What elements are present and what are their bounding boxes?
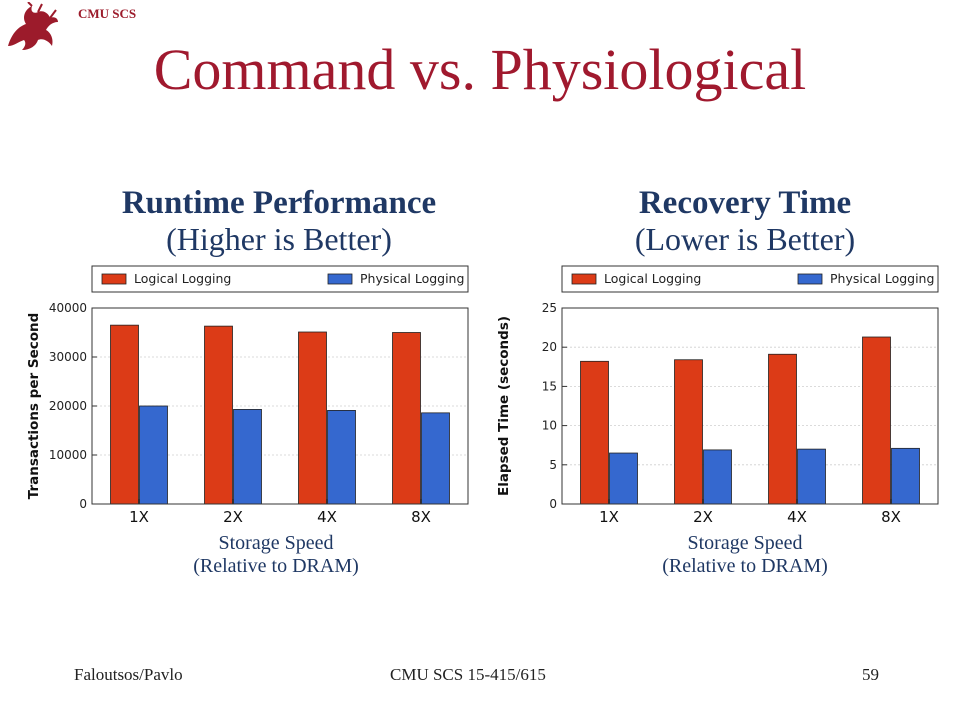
bar (674, 359, 703, 505)
bar (580, 360, 609, 505)
bar (703, 449, 732, 505)
org-label: CMU SCS (78, 6, 137, 21)
y-axis-label: Elapsed Time (seconds) (496, 316, 512, 496)
panel-title-runtime: Runtime Performance (Higher is Better) (59, 185, 499, 257)
x-tick-label: 1X (599, 508, 619, 526)
plot-frame (91, 307, 469, 505)
bar (327, 410, 356, 505)
y-tick-label: 0 (549, 497, 557, 511)
bar (139, 405, 168, 505)
footer-author: Faloutsos/Pavlo (74, 665, 183, 684)
y-axis-label: Transactions per Second (26, 313, 42, 500)
bar (862, 336, 891, 505)
legend: Logical Logging Physical Logging (561, 265, 939, 293)
griffin-icon (8, 2, 58, 50)
x-caption-recovery: Storage Speed (Relative to DRAM) (595, 532, 895, 578)
panel-heading: Runtime Performance (121, 185, 437, 221)
x-tick-label: 1X (129, 508, 149, 526)
y-tick-label: 40000 (49, 301, 87, 315)
y-tick-label: 10000 (49, 448, 87, 462)
legend-swatch (571, 273, 597, 285)
legend-swatch (101, 273, 127, 285)
x-caption-line: (Relative to DRAM) (193, 555, 359, 577)
x-caption-line: Storage Speed (687, 532, 803, 554)
x-caption-line: Storage Speed (218, 532, 334, 554)
bar (421, 412, 450, 505)
legend-entry: Logical Logging (134, 271, 231, 286)
legend-swatch (327, 273, 353, 285)
y-tick-label: 20000 (49, 399, 87, 413)
bar (233, 409, 262, 505)
bar (609, 452, 638, 505)
y-tick-label: 25 (542, 301, 557, 315)
bar (298, 331, 327, 505)
y-tick-label: 30000 (49, 350, 87, 364)
y-tick-label: 10 (542, 419, 557, 433)
bar (110, 324, 139, 505)
x-tick-label: 2X (223, 508, 243, 526)
legend-box (91, 265, 469, 293)
bar (392, 332, 421, 505)
panel-heading: Recovery Time (638, 185, 852, 221)
legend-entry: Physical Logging (830, 271, 934, 286)
plot-frame (561, 307, 939, 505)
panel-subheading: (Lower is Better) (634, 220, 856, 257)
x-tick-label: 4X (787, 508, 807, 526)
x-caption-line: (Relative to DRAM) (662, 555, 828, 577)
footer-course: CMU SCS 15-415/615 (390, 665, 546, 684)
chart-runtime-performance: Logical Logging Physical Logging 0 10000 200… (26, 265, 469, 526)
y-tick-label: 5 (549, 458, 557, 472)
x-tick-label: 8X (881, 508, 901, 526)
panel-subheading: (Higher is Better) (166, 220, 392, 257)
legend-swatch (797, 273, 823, 285)
legend-box (561, 265, 939, 293)
legend-entry: Logical Logging (604, 271, 701, 286)
bar (797, 448, 826, 505)
x-tick-label: 2X (693, 508, 713, 526)
bar (768, 353, 797, 505)
x-tick-label: 8X (411, 508, 431, 526)
panel-title-recovery: Recovery Time (Lower is Better) (525, 185, 960, 257)
y-tick-label: 0 (79, 497, 87, 511)
y-tick-label: 15 (542, 379, 557, 393)
bar (204, 325, 233, 505)
legend: Logical Logging Physical Logging (91, 265, 469, 293)
x-tick-label: 4X (317, 508, 337, 526)
x-caption-runtime: Storage Speed (Relative to DRAM) (126, 532, 426, 578)
y-tick-label: 20 (542, 340, 557, 354)
legend-entry: Physical Logging (360, 271, 464, 286)
footer-page-number: 59 (862, 665, 879, 684)
chart-recovery-time: Logical Logging Physical Logging 0 5 10 15 20 2… (496, 265, 939, 526)
slide-title: Command vs. Physiological (153, 37, 807, 102)
bar (891, 447, 920, 505)
